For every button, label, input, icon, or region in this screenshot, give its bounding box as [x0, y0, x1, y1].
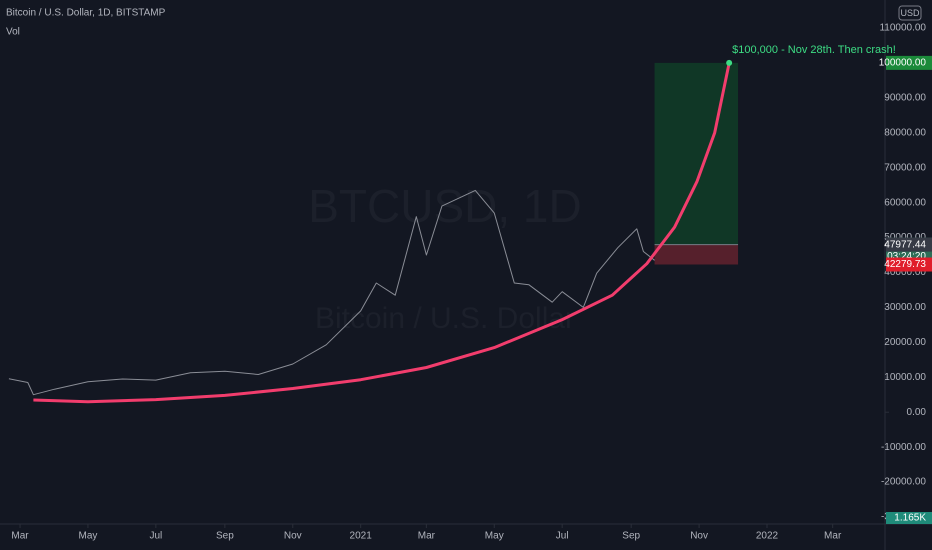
x-tick-label: 2021 — [350, 531, 373, 542]
y-tick-label: 40000.00 — [884, 267, 926, 278]
stop-zone — [654, 244, 739, 265]
x-tick-label: Jul — [149, 531, 162, 542]
y-tick-label: 10000.00 — [884, 372, 926, 383]
watermark: BTCUSD, 1D — [308, 180, 581, 232]
y-tick-label: -10000.00 — [881, 442, 926, 453]
x-tick-label: Mar — [824, 531, 842, 542]
x-tick-label: Jul — [556, 531, 569, 542]
y-tick-label: 60000.00 — [884, 197, 926, 208]
target-zone — [654, 62, 739, 245]
y-tick-label: 20000.00 — [884, 337, 926, 348]
price-tag — [886, 237, 932, 252]
plot: $100,000 - Nov 28th. Then crash! — [8, 44, 896, 404]
x-tick-label: Mar — [418, 531, 436, 542]
price-line — [8, 189, 655, 396]
y-tick-label: 30000.00 — [884, 302, 926, 313]
annotation: $100,000 - Nov 28th. Then crash! — [732, 44, 896, 56]
y-tick-label: 110000.00 — [879, 23, 926, 34]
y-tick-label: -20000.00 — [881, 477, 926, 488]
price-tag-label: 100000.00 — [879, 58, 927, 69]
currency-label[interactable]: USD — [900, 8, 920, 18]
volume-tag-label: 1.165K — [894, 513, 926, 524]
indicator-label: Vol — [6, 27, 20, 38]
price-tag — [886, 257, 932, 272]
volume-tag — [886, 512, 932, 524]
x-tick-label: Nov — [284, 531, 302, 542]
x-tick-label: Sep — [622, 531, 640, 542]
currency-button[interactable] — [898, 5, 922, 21]
y-tick-label: 70000.00 — [884, 162, 926, 173]
countdown: 03:24:20 — [887, 251, 926, 262]
price-tag — [886, 55, 932, 70]
y-tick-label: 90000.00 — [884, 92, 926, 103]
price-tag-label: 47977.44 — [884, 239, 926, 250]
x-tick-label: May — [78, 531, 97, 542]
annotation-point — [726, 59, 733, 66]
trend-curve — [33, 62, 731, 404]
y-tick-label: 0.00 — [907, 407, 927, 418]
x-tick-label: Sep — [216, 531, 234, 542]
x-tick-label: 2022 — [756, 531, 779, 542]
x-tick-label: Nov — [690, 531, 708, 542]
x-tick-label: Mar — [11, 531, 29, 542]
y-tick-label: 80000.00 — [884, 127, 926, 138]
chart-title: Bitcoin / U.S. Dollar, 1D, BITSTAMP — [6, 8, 166, 19]
x-tick-label: May — [485, 531, 504, 542]
price-tag-label: 42279.73 — [884, 259, 926, 270]
watermark-sub: Bitcoin / U.S. Dollar — [315, 302, 575, 335]
